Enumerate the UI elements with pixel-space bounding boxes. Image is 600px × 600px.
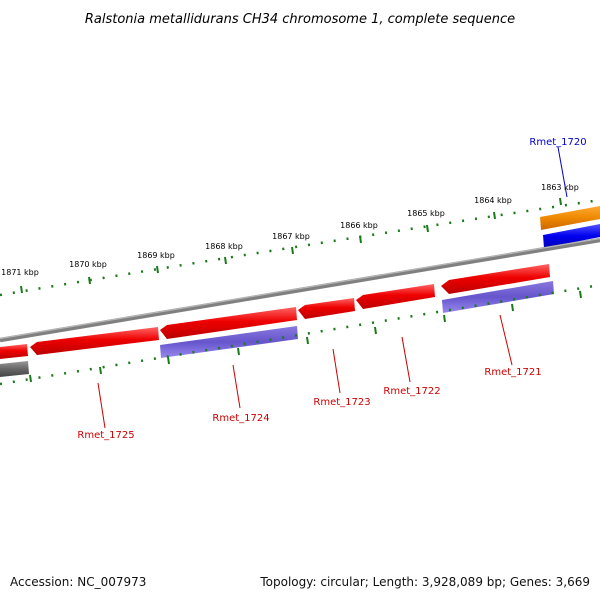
tick-1871 [20, 285, 23, 294]
gene-features [0, 281, 554, 377]
kbp-label-1871: 1871 kbp [1, 268, 39, 277]
accession-text: Accession: NC_007973 [10, 575, 146, 589]
leader-rmet-1723 [332, 348, 341, 394]
major-ticks [20, 197, 562, 294]
kbp-label-1869: 1869 kbp [137, 251, 175, 260]
kbp-label-1865: 1865 kbp [407, 209, 445, 218]
tick-1863 [559, 197, 562, 206]
chromosome-backbone [0, 237, 600, 343]
cds-left-partial[interactable] [0, 344, 28, 359]
cds-rmet-1721[interactable] [441, 264, 550, 294]
kbp-label-1866: 1866 kbp [340, 221, 378, 230]
tick-1866 [359, 235, 362, 244]
leader-rmet-1724 [232, 364, 241, 409]
gene-feature-rmet-1724[interactable] [160, 326, 298, 358]
cds-rmet-1723[interactable] [298, 298, 355, 319]
gene-label-rmet-1722[interactable]: Rmet_1722 [383, 386, 440, 397]
kbp-label-1864: 1864 kbp [474, 196, 512, 205]
inner-major-ticks [29, 290, 582, 383]
cds-rmet-1720[interactable] [543, 224, 600, 248]
gene-feature-grey[interactable] [0, 361, 29, 377]
gene-label-rmet-1721[interactable]: Rmet_1721 [484, 367, 541, 378]
gene-labels: Rmet_1720 Rmet_1721 Rmet_1722 Rmet_1723 … [77, 137, 586, 441]
rna-feature[interactable] [540, 206, 600, 230]
cds-rmet-1722[interactable] [356, 284, 435, 309]
tick-1869 [156, 265, 159, 274]
gene-label-rmet-1725[interactable]: Rmet_1725 [77, 430, 134, 441]
map-title: Ralstonia metallidurans CH34 chromosome … [85, 12, 515, 27]
kbp-label-1863: 1863 kbp [541, 183, 579, 192]
cds-rmet-1724[interactable] [160, 307, 297, 339]
forward-strand-features [540, 206, 600, 248]
tick-1870 [88, 276, 91, 285]
leader-rmet-1720 [557, 146, 568, 198]
reverse-strand-cds [0, 264, 550, 359]
kbp-label-1868: 1868 kbp [205, 242, 243, 251]
cds-rmet-1725[interactable] [30, 327, 159, 355]
kbp-label-1870: 1870 kbp [69, 260, 107, 269]
gene-label-rmet-1723[interactable]: Rmet_1723 [313, 397, 370, 408]
kbp-labels: 1871 kbp 1870 kbp 1869 kbp 1868 kbp 1867… [1, 183, 579, 277]
gene-feature-rmet-1721[interactable] [442, 281, 554, 313]
tick-1865 [426, 224, 429, 233]
tick-1867 [291, 246, 294, 255]
gene-label-rmet-1724[interactable]: Rmet_1724 [212, 413, 269, 424]
kbp-label-1867: 1867 kbp [272, 232, 310, 241]
leader-lines [97, 146, 568, 429]
gene-label-rmet-1720[interactable]: Rmet_1720 [529, 137, 586, 148]
leader-rmet-1722 [401, 336, 411, 383]
tick-1864 [493, 211, 496, 220]
tick-1868 [224, 256, 227, 265]
leader-rmet-1725 [97, 382, 106, 429]
genome-summary-text: Topology: circular; Length: 3,928,089 bp… [259, 575, 590, 589]
leader-rmet-1721 [499, 314, 513, 366]
